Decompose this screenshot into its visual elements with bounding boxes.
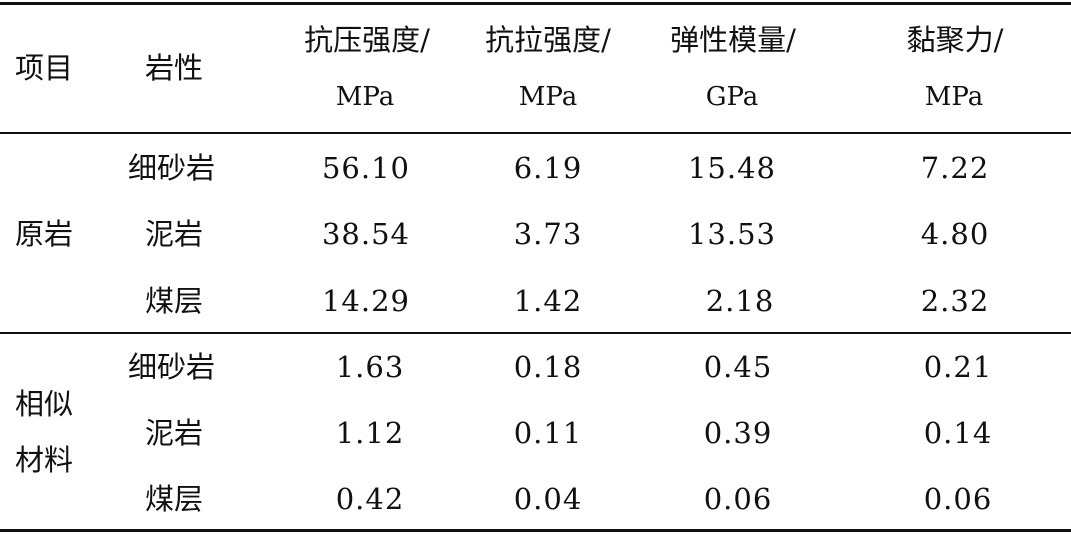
cell-cohesion: 0.06 [923, 482, 993, 516]
header-compressive-strength: 抗压强度/ [304, 23, 430, 57]
header-compressive-unit: MPa [335, 82, 395, 112]
header-tensile-unit: MPa [518, 82, 578, 112]
header-elastic-unit: GPa [705, 82, 759, 112]
header-elastic-modulus: 弹性模量/ [670, 23, 796, 57]
header-item: 项目 [15, 51, 74, 85]
row-lithology: 煤层 [145, 284, 204, 318]
cell-compressive: 1.12 [335, 416, 405, 450]
cell-elastic: 0.06 [703, 482, 773, 516]
row-lithology: 煤层 [145, 482, 204, 516]
cell-cohesion: 0.21 [923, 350, 993, 384]
cell-tensile: 0.04 [513, 482, 583, 516]
cell-cohesion: 2.32 [920, 284, 990, 318]
cell-cohesion: 0.14 [923, 416, 993, 450]
cell-tensile: 3.73 [513, 217, 583, 251]
cell-elastic: 15.48 [687, 151, 777, 185]
header-cohesion-unit: MPa [924, 82, 984, 112]
cell-compressive: 38.54 [321, 217, 411, 251]
cell-elastic: 2.18 [705, 284, 775, 318]
cell-tensile: 6.19 [513, 151, 583, 185]
cell-compressive: 1.63 [335, 350, 405, 384]
top-rule [0, 2, 1071, 5]
cell-compressive: 56.10 [321, 151, 411, 185]
cell-cohesion: 7.22 [920, 151, 990, 185]
group-label-similar-material-line1: 相似 [15, 387, 74, 421]
cell-elastic: 0.45 [703, 350, 773, 384]
header-lithology: 岩性 [145, 51, 204, 85]
group-label-original-rock: 原岩 [15, 217, 74, 251]
cell-compressive: 0.42 [335, 482, 405, 516]
row-lithology: 细砂岩 [128, 151, 216, 185]
cell-elastic: 13.53 [687, 217, 777, 251]
cell-compressive: 14.29 [321, 284, 411, 318]
row-lithology: 泥岩 [145, 416, 204, 450]
group-label-similar-material-line2: 材料 [15, 443, 74, 477]
cell-tensile: 0.18 [513, 350, 583, 384]
bottom-rule [0, 529, 1071, 532]
row-lithology: 泥岩 [145, 217, 204, 251]
header-cohesion: 黏聚力/ [906, 23, 1004, 57]
row-lithology: 细砂岩 [128, 350, 216, 384]
cell-tensile: 1.42 [513, 284, 583, 318]
cell-elastic: 0.39 [703, 416, 773, 450]
group-divider-rule [0, 332, 1071, 334]
header-rule [0, 132, 1071, 134]
cell-tensile: 0.11 [513, 416, 583, 450]
cell-cohesion: 4.80 [920, 217, 990, 251]
header-tensile-strength: 抗拉强度/ [485, 23, 611, 57]
